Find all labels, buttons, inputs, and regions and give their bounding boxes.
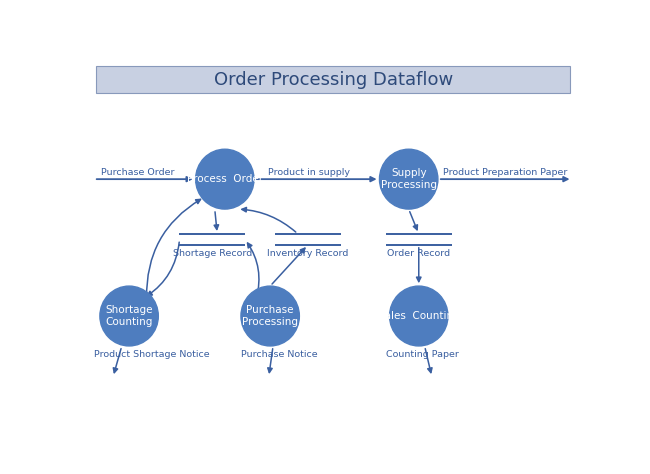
Text: Inventory Record: Inventory Record xyxy=(267,249,348,258)
FancyBboxPatch shape xyxy=(96,66,570,93)
Text: Shortage
Counting: Shortage Counting xyxy=(105,305,153,327)
Text: Product Preparation Paper: Product Preparation Paper xyxy=(443,168,567,177)
Ellipse shape xyxy=(196,149,254,209)
Text: Process  Order: Process Order xyxy=(187,174,263,184)
Text: Supply
Processing: Supply Processing xyxy=(381,168,437,190)
Text: Sales  Counting: Sales Counting xyxy=(378,311,460,321)
Ellipse shape xyxy=(389,286,448,346)
Text: Product Shortage Notice: Product Shortage Notice xyxy=(94,350,209,359)
Text: Product in supply: Product in supply xyxy=(268,168,350,177)
Text: Shortage Record: Shortage Record xyxy=(173,249,252,258)
Text: Order Record: Order Record xyxy=(387,249,450,258)
Ellipse shape xyxy=(380,149,438,209)
Text: Order Processing Dataflow: Order Processing Dataflow xyxy=(213,71,453,89)
Text: Purchase Notice: Purchase Notice xyxy=(241,350,318,359)
Ellipse shape xyxy=(241,286,300,346)
Ellipse shape xyxy=(100,286,159,346)
Text: Counting Paper: Counting Paper xyxy=(386,350,459,359)
Text: Purchase Order: Purchase Order xyxy=(101,168,175,177)
Text: Purchase
Processing: Purchase Processing xyxy=(242,305,298,327)
